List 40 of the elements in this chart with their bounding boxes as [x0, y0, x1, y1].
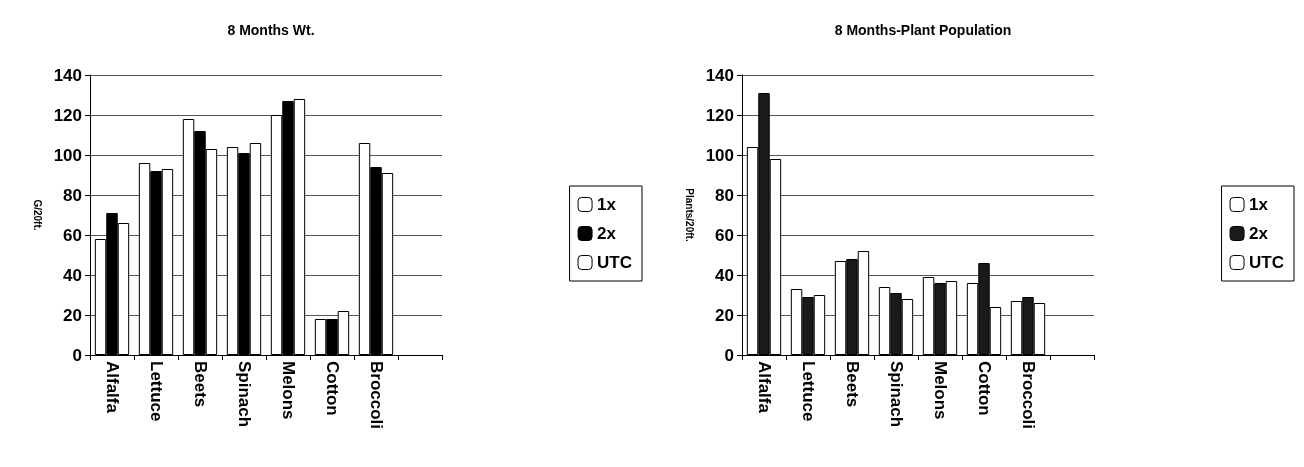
x-tick-label: Beets [190, 361, 210, 408]
y-tick-label: 140 [705, 65, 734, 85]
chart-title: 8 Months Wt. [227, 22, 315, 38]
y-tick-label: 80 [715, 185, 734, 205]
legend-label: 1x [597, 195, 617, 214]
x-tick-label: Broccoli [1018, 361, 1038, 430]
y-tick-label: 140 [53, 65, 82, 85]
y-axis-title: Plants/20ft. [683, 188, 695, 242]
y-tick-label: 0 [72, 345, 82, 365]
y-tick-label: 120 [705, 105, 734, 125]
y-tick-label: 60 [63, 225, 82, 245]
y-tick-label: 100 [53, 145, 82, 165]
x-tick-label: Alfalfa [754, 361, 774, 414]
x-tick-label: Cotton [322, 361, 342, 416]
legend-label: 2x [1249, 224, 1269, 243]
chart-title: 8 Months-Plant Population [834, 22, 1012, 38]
y-tick-label: 20 [63, 305, 82, 325]
y-tick-label: 60 [715, 225, 734, 245]
y-axis-title: G/20ft. [31, 199, 43, 231]
legend-label: 1x [1249, 195, 1269, 214]
y-tick-label: 40 [63, 265, 82, 285]
x-tick-label: Alfalfa [102, 361, 122, 414]
x-tick-label: Melons [930, 361, 950, 420]
y-tick-label: 80 [63, 185, 82, 205]
x-tick-label: Lettuce [146, 361, 166, 422]
x-tick-label: Beets [842, 361, 862, 408]
legend-label: UTC [597, 253, 633, 272]
x-tick-label: Lettuce [798, 361, 818, 422]
legend-label: UTC [1249, 253, 1285, 272]
y-tick-label: 120 [53, 105, 82, 125]
x-tick-label: Broccoli [366, 361, 386, 430]
y-tick-label: 100 [705, 145, 734, 165]
x-tick-label: Spinach [886, 361, 906, 428]
legend-label: 2x [597, 224, 617, 243]
y-tick-label: 20 [715, 305, 734, 325]
y-tick-label: 40 [715, 265, 734, 285]
x-tick-label: Cotton [974, 361, 994, 416]
x-tick-label: Spinach [234, 361, 254, 428]
x-tick-label: Melons [278, 361, 298, 420]
y-tick-label: 0 [724, 345, 734, 365]
